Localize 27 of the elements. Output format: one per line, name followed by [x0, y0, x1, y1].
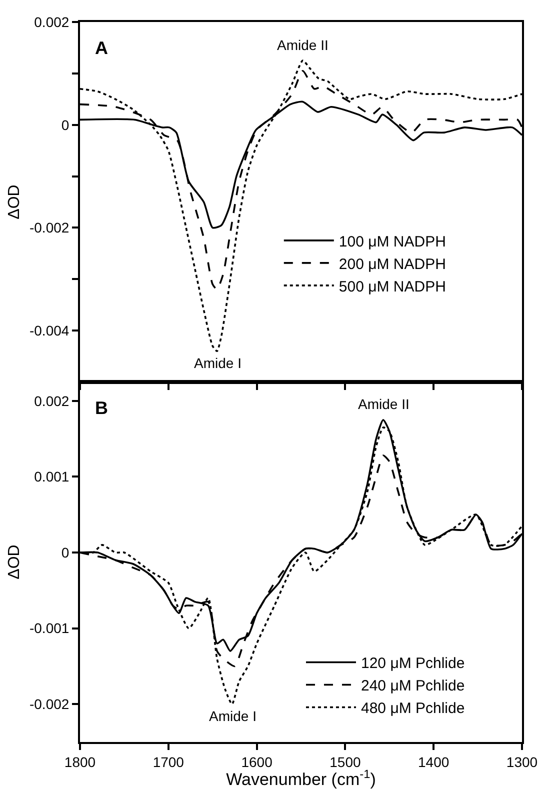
- legend-label: 500 μM NADPH: [338, 278, 446, 296]
- annotation: B: [95, 398, 108, 418]
- legend-label: 200 μM NADPH: [338, 256, 446, 273]
- y-tick-label: -0.001: [29, 620, 70, 636]
- y-tick-label: -0.004: [29, 322, 70, 338]
- annotation: Amide I: [194, 355, 242, 371]
- legend-label: 240 μM Pchlide: [361, 678, 465, 695]
- annotation: Amide II: [277, 37, 328, 53]
- annotation: A: [95, 38, 108, 58]
- x-tick-label: 1400: [418, 754, 450, 770]
- annotation: Amide I: [209, 708, 256, 724]
- x-tick-label: 1800: [64, 754, 96, 770]
- annotation: Amide II: [358, 396, 410, 412]
- x-tick-label: 1700: [152, 754, 184, 770]
- y-tick-label: 0: [61, 544, 70, 560]
- y-tick-label: -0.002: [29, 220, 70, 236]
- y-tick-label: 0.002: [34, 392, 70, 409]
- y-axis-title: ΔOD: [6, 184, 23, 220]
- legend-label: 100 μM NADPH: [338, 233, 446, 250]
- x-tick-label: 1300: [506, 754, 538, 770]
- y-tick-label: -0.002: [29, 696, 70, 712]
- legend-label: 120 μM Pchlide: [361, 655, 465, 672]
- y-tick-label: 0.001: [34, 468, 70, 485]
- y-tick-label: 0: [61, 116, 70, 133]
- y-axis-title: ΔOD: [6, 544, 23, 580]
- y-tick-label: 0.002: [34, 14, 70, 30]
- legend-label: 480 μM Pchlide: [361, 700, 465, 718]
